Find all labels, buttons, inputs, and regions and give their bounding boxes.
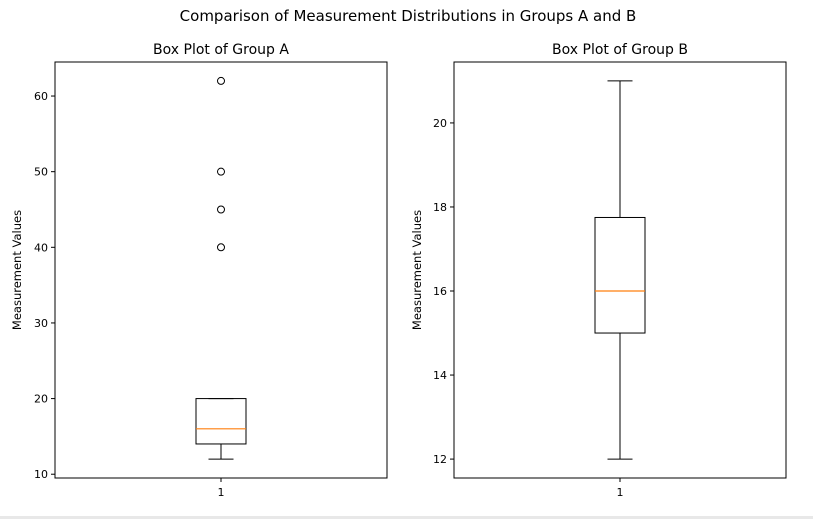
outlier-point-group-a-2 bbox=[217, 167, 225, 176]
y-tick-label-group-b-3: 18 bbox=[433, 201, 447, 214]
y-axis-label-group-b: Measurement Values bbox=[410, 210, 424, 330]
iqr-box-group-a bbox=[195, 398, 247, 445]
y-tick-label-group-b-0: 12 bbox=[433, 453, 447, 466]
y-axis-label-group-a: Measurement Values bbox=[10, 210, 24, 330]
y-tick-label-group-b-1: 14 bbox=[433, 369, 447, 382]
subplot-group-b: Box Plot of Group B Measurement Values 1… bbox=[410, 42, 787, 499]
iqr-box-group-b bbox=[594, 216, 646, 334]
y-tick-label-group-a-2: 30 bbox=[34, 317, 48, 330]
figure-title: Comparison of Measurement Distributions … bbox=[180, 7, 637, 25]
y-tick-label-group-a-5: 60 bbox=[34, 90, 48, 103]
y-tick-label-group-a-0: 10 bbox=[34, 468, 48, 481]
y-tick-label-group-b-2: 16 bbox=[433, 285, 447, 298]
subplot-group-a: Box Plot of Group A Measurement Values 1… bbox=[10, 42, 388, 499]
outlier-point-group-a-1 bbox=[217, 205, 225, 214]
outlier-point-group-a-3 bbox=[217, 76, 225, 85]
subplot-title-group-b: Box Plot of Group B bbox=[552, 42, 688, 58]
subplot-title-group-a: Box Plot of Group A bbox=[153, 42, 289, 58]
y-tick-label-group-a-1: 20 bbox=[34, 393, 48, 406]
y-tick-label-group-a-3: 40 bbox=[34, 241, 48, 254]
y-tick-label-group-b-4: 20 bbox=[433, 117, 447, 130]
x-tick-label-group-a-0: 1 bbox=[218, 486, 225, 499]
outlier-point-group-a-0 bbox=[217, 243, 225, 252]
x-tick-label-group-b-0: 1 bbox=[617, 486, 624, 499]
plot-area-group-a bbox=[54, 61, 388, 479]
y-tick-label-group-a-4: 50 bbox=[34, 166, 48, 179]
bottom-divider bbox=[0, 516, 813, 519]
